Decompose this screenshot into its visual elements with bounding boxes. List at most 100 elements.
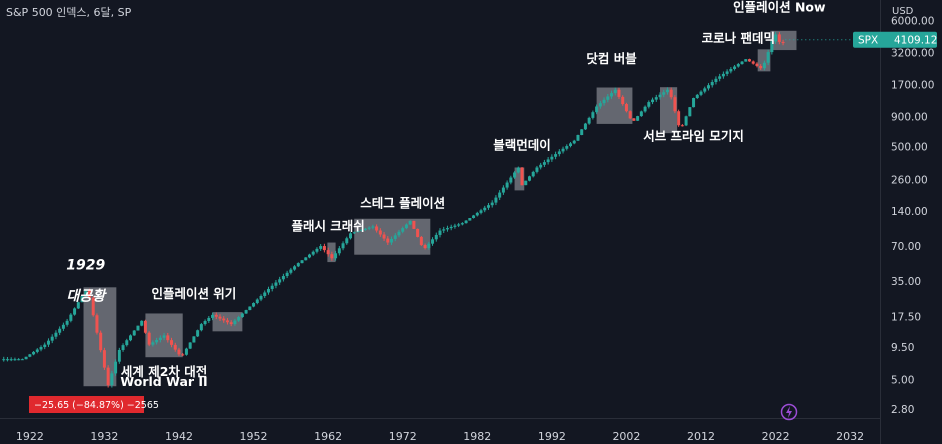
event-box (660, 87, 678, 134)
candle-body (132, 330, 136, 336)
candle-body (278, 279, 282, 283)
candle-body (170, 340, 174, 345)
candle-body (211, 314, 215, 318)
candle-body (307, 254, 311, 258)
y-tick-label: 17.50 (891, 311, 921, 323)
candle-body (610, 93, 614, 97)
candle-body (554, 154, 558, 157)
price-tag-symbol: SPX (858, 35, 878, 47)
candle-body (550, 156, 554, 160)
candle-body (475, 212, 479, 216)
annotation-label: 플래시 크래쉬 (291, 219, 364, 234)
candle-body (341, 243, 345, 249)
candle-body (583, 123, 587, 130)
candle-body (736, 64, 740, 67)
candle-body (311, 251, 315, 255)
candle-body (665, 89, 669, 93)
y-tick-label: 5.00 (891, 375, 914, 387)
candle-body (177, 349, 181, 355)
candle-body (520, 167, 524, 186)
candle-body (188, 342, 192, 349)
y-tick-label: 35.00 (891, 276, 921, 288)
candle-body (140, 320, 144, 326)
candle-body (110, 373, 114, 386)
candle-body (438, 230, 442, 235)
candle-body (651, 99, 655, 103)
candle-body (483, 207, 487, 211)
annotation-label: 닷컴 버블 (586, 51, 637, 66)
candle-body (363, 228, 367, 230)
candle-body (349, 233, 353, 239)
candle-body (613, 89, 617, 94)
candle-body (24, 356, 28, 360)
candle-body (557, 151, 561, 155)
candle-body (733, 66, 737, 69)
candle-body (501, 187, 505, 193)
candle-body (240, 313, 244, 318)
y-tick-label: 260.00 (891, 175, 928, 187)
candle-body (636, 116, 640, 121)
candle-body (781, 41, 785, 44)
candle-body (352, 232, 356, 234)
candle-body (460, 223, 464, 225)
candle-body (263, 292, 267, 296)
candle-body (669, 89, 673, 98)
candle-body (393, 235, 397, 239)
candle-body (643, 106, 647, 112)
candle-body (662, 92, 666, 95)
candle-body (158, 337, 162, 341)
candle-body (755, 63, 759, 66)
candle-body (647, 102, 651, 107)
candle-body (408, 220, 412, 225)
candle-body (345, 238, 349, 244)
candle-body (759, 65, 763, 69)
y-tick-label: 2.80 (891, 404, 914, 416)
candle-body (43, 344, 47, 348)
candle-body (296, 263, 300, 267)
candle-body (315, 248, 319, 252)
lightning-icon-glyph (786, 406, 792, 418)
candle-body (2, 359, 6, 361)
candle-body (621, 96, 625, 105)
candle-body (69, 314, 73, 321)
candle-body (386, 238, 390, 243)
candle-body (535, 167, 539, 172)
candle-body (572, 140, 576, 144)
candle-body (192, 336, 196, 343)
candle-body (203, 321, 207, 325)
candle-body (367, 227, 371, 229)
candle-body (468, 218, 472, 221)
candle-body (121, 345, 125, 350)
candle-body (281, 276, 285, 280)
candle-body (32, 351, 36, 355)
candle-body (624, 104, 628, 112)
candle-body (285, 272, 289, 277)
candle-body (319, 246, 323, 249)
candle-body (673, 97, 677, 112)
candle-body (617, 89, 621, 97)
drawdown-text: −25.65 (−84.87%) −2565 (34, 400, 159, 411)
candle-body (95, 315, 99, 333)
candle-body (252, 303, 256, 307)
x-tick-label: 2032 (836, 430, 864, 443)
candle-body (248, 306, 252, 311)
candle-body (718, 76, 722, 79)
currency-label: USD (892, 6, 914, 17)
candle-body (151, 342, 155, 345)
candle-body (565, 146, 569, 149)
candle-body (766, 52, 770, 63)
candle-body (434, 234, 438, 240)
candle-body (639, 111, 643, 117)
candle-body (199, 324, 203, 331)
candle-body (125, 340, 129, 346)
x-tick-label: 1962 (314, 430, 342, 443)
candle-body (431, 239, 435, 244)
candle-body (449, 226, 453, 229)
candle-body (233, 320, 237, 325)
candle-body (255, 299, 259, 304)
candle-body (80, 295, 84, 303)
candle-body (28, 354, 32, 357)
candle-body (50, 336, 54, 341)
